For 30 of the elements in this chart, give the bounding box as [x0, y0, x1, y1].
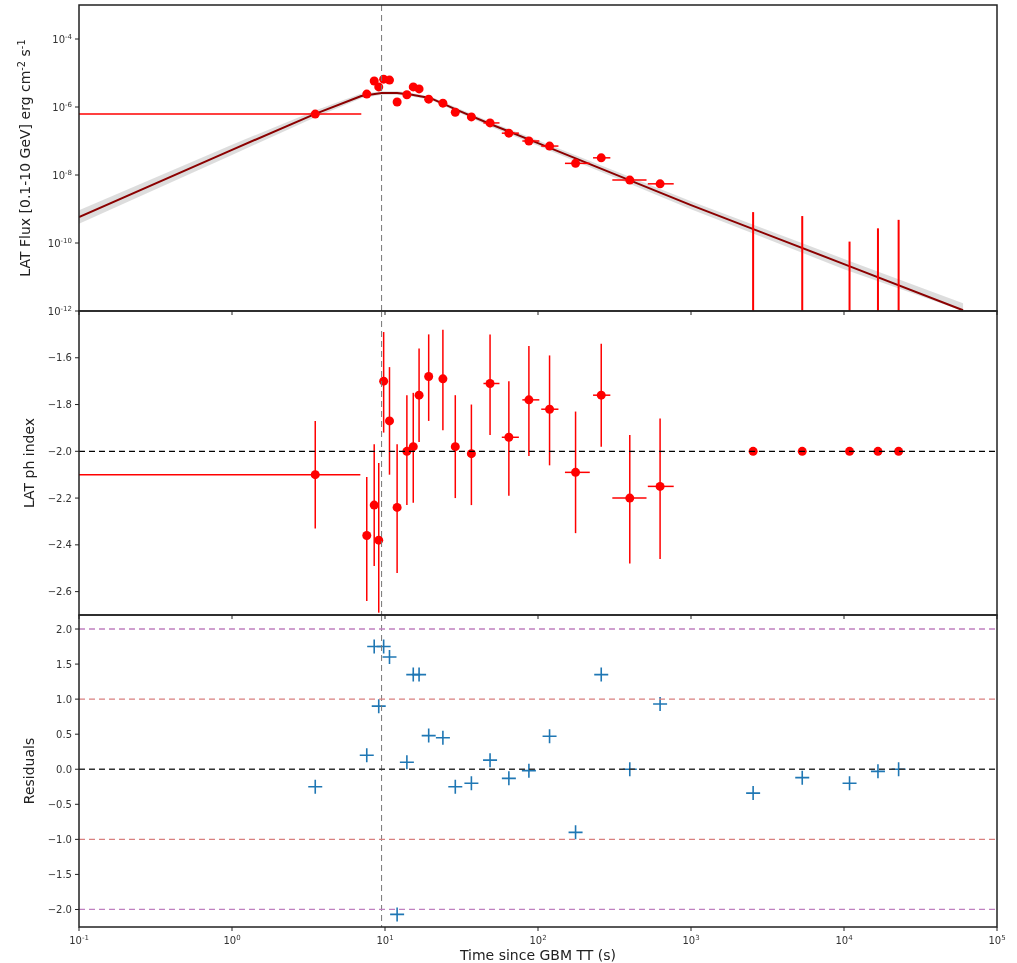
y-tick-label: 2.0 — [56, 623, 72, 635]
y-tick-label: 10$^{-6}$ — [52, 100, 73, 113]
y-tick-label: −2.2 — [47, 492, 72, 504]
y-tick-label: 10$^{-10}$ — [47, 236, 72, 249]
y-tick-label: 10$^{-4}$ — [52, 32, 73, 45]
x-tick-label: 10$^{4}$ — [835, 934, 854, 946]
y-tick-label: −1.6 — [47, 352, 72, 364]
y-tick-label: 0.0 — [56, 763, 72, 775]
y-tick-label: 0.5 — [56, 728, 72, 740]
x-axis-title: Time since GBM TT (s) — [458, 947, 617, 963]
y-tick-label: −2.0 — [47, 903, 72, 915]
y-tick-label: 1.0 — [56, 693, 72, 705]
x-tick-label: 10$^{0}$ — [223, 934, 241, 946]
y-tick-label: −0.5 — [47, 798, 72, 810]
x-tick-label: 10$^{3}$ — [682, 934, 700, 946]
y-tick-label: −1.5 — [47, 868, 72, 880]
y-tick-label: 10$^{-8}$ — [52, 168, 72, 181]
x-tick-label: 10$^{2}$ — [529, 934, 547, 946]
y-tick-label: 1.5 — [56, 658, 72, 670]
x-tick-label: 10$^{-1}$ — [69, 934, 89, 946]
y-axis-title: LAT ph index — [21, 417, 37, 509]
y-tick-label: −1.8 — [47, 399, 72, 411]
x-tick-label: 10$^{5}$ — [988, 934, 1006, 946]
y-tick-label: −2.6 — [47, 586, 72, 598]
y-axis-title: Residuals — [21, 737, 37, 805]
y-tick-label: 10$^{-12}$ — [47, 304, 72, 317]
y-tick-label: −1.0 — [47, 833, 72, 845]
y-tick-label: −2.4 — [47, 539, 72, 551]
y-tick-label: −2.0 — [47, 445, 72, 457]
x-tick-label: 10$^{1}$ — [376, 934, 394, 946]
